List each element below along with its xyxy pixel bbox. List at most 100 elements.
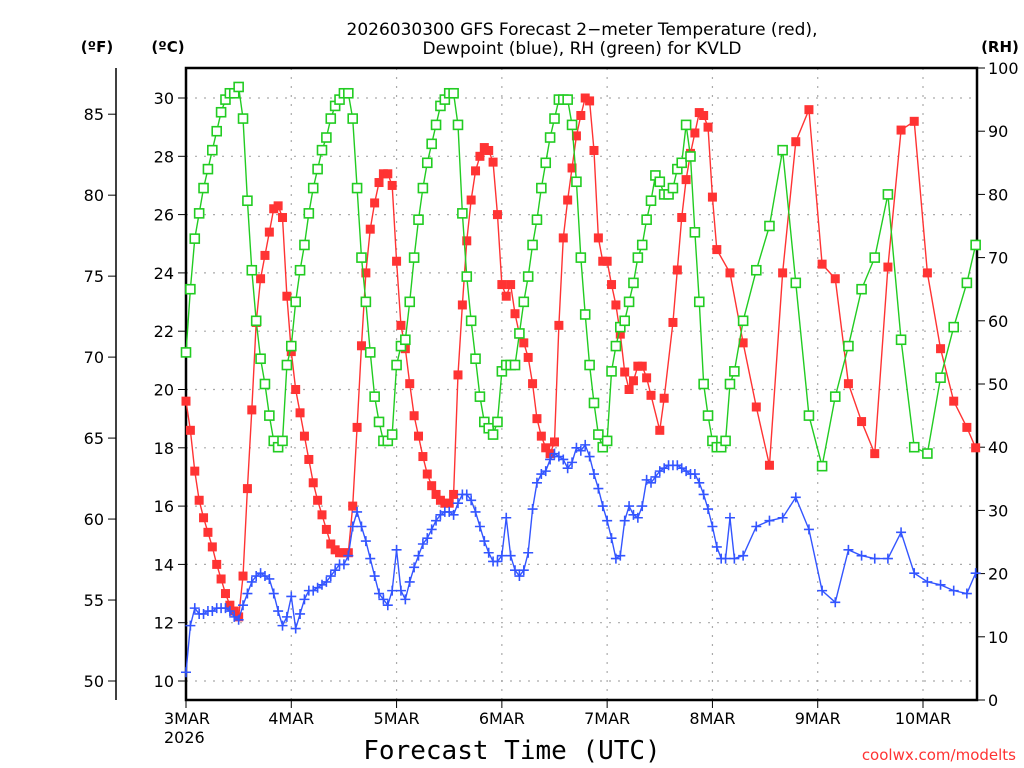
dewpoint-point — [527, 504, 538, 515]
temperature-point — [299, 431, 309, 441]
temperature-point — [725, 268, 735, 278]
rh-point — [364, 347, 376, 358]
temperature-point — [922, 268, 932, 278]
temperature-point — [212, 559, 222, 569]
temperature-point — [453, 370, 463, 380]
dewpoint-point — [584, 451, 595, 462]
plot-frame — [184, 66, 979, 702]
rh-point — [527, 239, 538, 251]
celsius-tick-label: 30 — [154, 89, 174, 108]
fahrenheit-tick-label: 85 — [84, 105, 104, 124]
temperature-point — [488, 157, 498, 167]
dewpoint-point — [404, 576, 415, 587]
celsius-tick-label: 14 — [154, 555, 174, 574]
dewpoint-point — [540, 466, 551, 477]
dewpoint-point — [387, 585, 398, 596]
dewpoint-point — [724, 512, 735, 523]
rh-point — [685, 151, 696, 162]
temperature-point — [348, 501, 358, 511]
dewpoint-point — [264, 573, 275, 584]
dewpoint-point — [720, 553, 731, 564]
rh-point — [198, 182, 209, 194]
dewpoint-point — [580, 439, 591, 450]
x-tick-label: 4MAR — [268, 709, 314, 728]
x-tick-label: 7MAR — [584, 709, 630, 728]
rh-point — [544, 132, 556, 143]
dewpoint-point — [531, 477, 542, 488]
dewpoint-line — [185, 443, 977, 673]
rh-point — [246, 264, 258, 276]
temperature-point — [313, 495, 323, 505]
rh-point — [250, 315, 262, 327]
rh-point — [948, 321, 960, 333]
dewpoint-point — [896, 527, 907, 538]
x-tick-label: 5MAR — [374, 709, 420, 728]
temperature-point — [690, 128, 700, 138]
rh-point — [922, 448, 933, 459]
temperature-point — [519, 338, 529, 348]
grid-lines — [186, 68, 977, 700]
rh-point — [584, 359, 595, 371]
dewpoint-point — [238, 600, 249, 611]
dewpoint-point — [711, 541, 722, 552]
dewpoint-point — [233, 614, 244, 625]
dewpoint-point — [391, 544, 402, 555]
dewpoint-point — [597, 501, 608, 512]
dewpoint-point — [935, 579, 946, 590]
dewpoint-point — [273, 606, 284, 617]
rh-point — [294, 264, 306, 276]
temperature-point — [492, 210, 502, 220]
rh-tick-label: 0 — [988, 691, 998, 710]
rh-point — [895, 334, 907, 346]
dewpoint-point — [295, 608, 306, 619]
rh-point — [430, 119, 442, 131]
dewpoint-point — [479, 536, 490, 547]
rh-point — [522, 271, 534, 282]
rh-point — [185, 283, 196, 295]
rh-point — [641, 214, 652, 225]
rh-point — [632, 252, 644, 263]
temperature-point — [817, 259, 827, 269]
rh-point — [386, 429, 398, 440]
dewpoint-point — [689, 469, 700, 480]
temperature-point — [843, 379, 853, 389]
dewpoint-point — [343, 550, 354, 561]
temperature-point — [278, 213, 288, 223]
temperature-point — [699, 110, 709, 120]
rh-tick-label: 50 — [988, 375, 1008, 394]
temperature-point — [883, 262, 893, 272]
dewpoint-point — [281, 611, 292, 622]
temperature-point — [523, 352, 533, 362]
rh-point — [457, 208, 468, 219]
rh-point — [207, 144, 218, 156]
temperature-point — [738, 338, 748, 348]
dewpoint-point — [961, 588, 972, 599]
rh-tick-label: 20 — [988, 565, 1008, 584]
rh-tick-label: 60 — [988, 312, 1008, 331]
temperature-point — [620, 367, 630, 377]
rh-tick-label: 30 — [988, 501, 1008, 520]
dewpoint-point — [922, 576, 933, 587]
dewpoint-point — [356, 521, 367, 532]
dewpoint-point — [619, 515, 630, 526]
rh-point — [935, 372, 946, 383]
fahrenheit-tick-label: 60 — [84, 510, 104, 529]
temperature-point — [607, 280, 617, 290]
rh-point — [549, 113, 560, 124]
credit-link[interactable]: coolwx.com/modelts — [862, 746, 1016, 764]
rh-point — [509, 359, 521, 371]
temperature-point — [431, 489, 441, 499]
dewpoint-point — [817, 585, 828, 596]
dewpoint-point — [290, 623, 301, 634]
temperature-point — [528, 379, 538, 389]
dewpoint-point — [738, 550, 749, 561]
rh-point — [237, 113, 249, 124]
dewpoint-point — [325, 571, 336, 582]
temperature-point — [203, 527, 213, 537]
rh-point — [667, 182, 679, 194]
temperature-point — [571, 131, 581, 141]
rh-point — [724, 378, 736, 390]
dewpoint-point — [615, 550, 626, 561]
dewpoint-point — [637, 501, 648, 512]
rh-point — [514, 328, 525, 339]
